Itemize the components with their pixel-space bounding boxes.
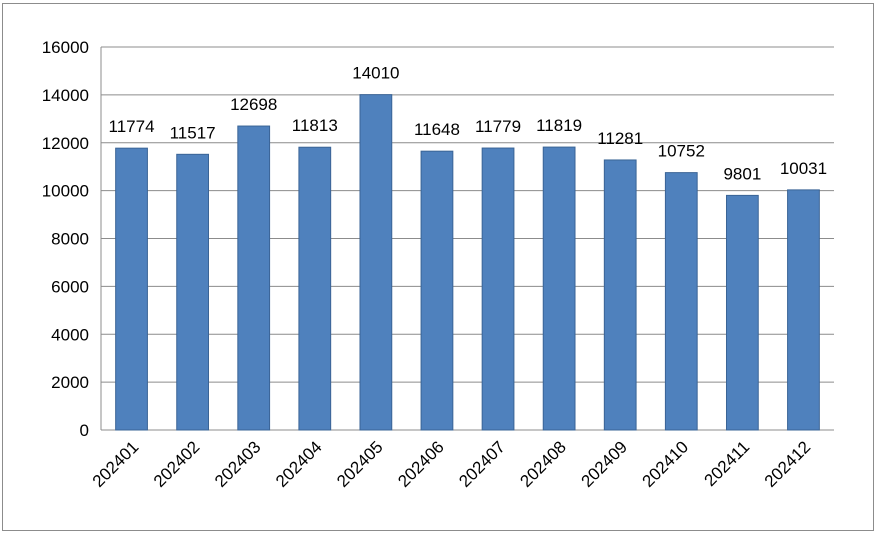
y-tick-label: 12000 bbox=[42, 134, 89, 153]
y-tick-label: 4000 bbox=[51, 325, 89, 344]
bar-202408 bbox=[542, 146, 576, 431]
bar-202401 bbox=[115, 147, 148, 431]
data-label: 11819 bbox=[536, 116, 582, 135]
data-label: 10752 bbox=[658, 142, 705, 161]
bar-202409 bbox=[603, 159, 637, 431]
y-tick-label: 8000 bbox=[51, 230, 89, 249]
y-tick-label: 14000 bbox=[42, 86, 89, 105]
x-tick-label: 202401 bbox=[89, 437, 143, 491]
y-tick-label: 16000 bbox=[42, 38, 89, 57]
data-label: 11774 bbox=[109, 117, 155, 136]
x-tick-label: 202409 bbox=[577, 437, 631, 491]
data-label: 9801 bbox=[723, 164, 761, 183]
y-tick-label: 6000 bbox=[51, 277, 89, 296]
bars bbox=[115, 94, 820, 431]
x-tick-label: 202407 bbox=[455, 437, 509, 491]
data-label: 10031 bbox=[780, 159, 827, 178]
bar-202412 bbox=[787, 189, 820, 431]
y-axis-ticks: 0 2000 4000 6000 8000 10000 12000 14000 16000 bbox=[42, 38, 89, 440]
x-tick-label: 202412 bbox=[761, 437, 815, 491]
x-tick-label: 202402 bbox=[150, 437, 204, 491]
data-label: 11813 bbox=[292, 116, 338, 135]
bar-202411 bbox=[725, 194, 759, 431]
x-tick-label: 202404 bbox=[272, 437, 326, 491]
data-label: 11281 bbox=[597, 129, 643, 148]
data-labels: 11774 11517 12698 11813 14010 11648 11779 11819… bbox=[109, 64, 828, 184]
x-tick-label: 202408 bbox=[516, 437, 570, 491]
bar-202402 bbox=[176, 153, 210, 431]
y-tick-label: 2000 bbox=[51, 373, 89, 392]
x-tick-label: 202410 bbox=[639, 437, 693, 491]
x-tick-label: 202403 bbox=[211, 437, 265, 491]
x-tick-label: 202405 bbox=[333, 437, 387, 491]
bar-202406 bbox=[420, 150, 454, 431]
data-label: 12698 bbox=[230, 95, 277, 114]
bar-202403 bbox=[237, 125, 271, 431]
x-axis-ticks: 202401 202402 202403 202404 202405 202406 2024… bbox=[89, 437, 814, 491]
bar-202407 bbox=[481, 147, 515, 431]
bar-202404 bbox=[298, 146, 332, 431]
data-label: 11648 bbox=[414, 120, 460, 139]
bar-202410 bbox=[664, 172, 698, 431]
data-label: 11517 bbox=[170, 123, 216, 142]
gridlines bbox=[100, 46, 834, 431]
y-tick-label: 10000 bbox=[42, 182, 89, 201]
data-label: 14010 bbox=[352, 64, 399, 83]
x-tick-label: 202411 bbox=[701, 437, 754, 490]
x-tick-label: 202406 bbox=[394, 437, 448, 491]
bar-202405 bbox=[359, 94, 393, 431]
y-tick-label: 0 bbox=[80, 421, 89, 440]
data-label: 11779 bbox=[475, 117, 521, 136]
